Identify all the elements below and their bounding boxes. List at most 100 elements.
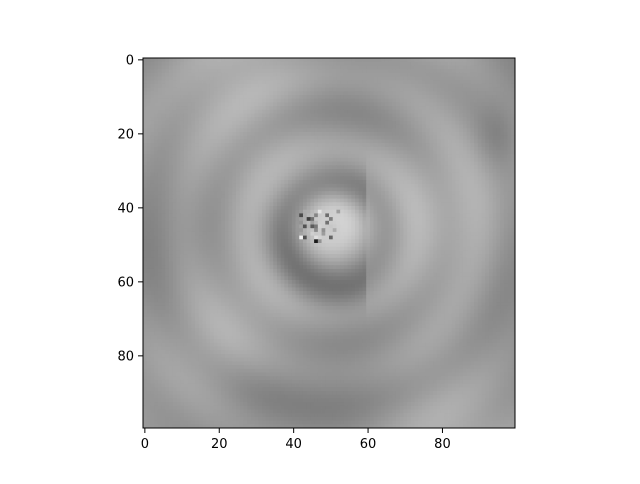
heatmap-cell <box>302 124 308 129</box>
heatmap-cell <box>202 161 207 166</box>
heatmap-cell <box>265 187 270 192</box>
heatmap-cell <box>280 172 285 177</box>
heatmap-cell <box>388 91 393 96</box>
heatmap-cell <box>362 120 367 125</box>
heatmap-cell <box>448 76 453 81</box>
heatmap-cell <box>172 76 177 81</box>
heatmap-cell <box>362 235 367 240</box>
heatmap-cell <box>180 202 185 207</box>
heatmap-cell <box>258 202 263 207</box>
heatmap-cell <box>492 139 497 144</box>
heatmap-cell <box>477 198 482 203</box>
heatmap-cell <box>403 98 408 103</box>
heatmap-cell <box>336 228 341 233</box>
heatmap-cell <box>503 202 508 207</box>
heatmap-cell <box>314 87 319 92</box>
heatmap-cell <box>343 58 348 63</box>
heatmap-cell <box>291 113 296 118</box>
heatmap-cell <box>195 165 200 170</box>
heatmap-cell <box>247 139 252 144</box>
heatmap-cell <box>366 72 371 77</box>
heatmap-cell <box>366 83 371 88</box>
heatmap-cell <box>451 117 456 122</box>
heatmap-cell <box>343 95 348 100</box>
heatmap-cell <box>276 209 282 214</box>
heatmap-cell <box>143 172 148 177</box>
heatmap-cell <box>369 176 375 181</box>
heatmap-cell <box>403 120 408 125</box>
heatmap-cell <box>381 220 386 225</box>
heatmap-cell <box>343 106 348 111</box>
heatmap-cell <box>321 98 326 103</box>
heatmap-cell <box>332 176 337 181</box>
heatmap-cell <box>299 83 304 88</box>
heatmap-cell <box>221 146 226 151</box>
heatmap-cell <box>284 239 289 244</box>
heatmap-cell <box>503 69 508 74</box>
heatmap-cell <box>448 128 453 133</box>
heatmap-cell <box>340 213 345 218</box>
heatmap-cell <box>451 58 456 63</box>
heatmap-cell <box>343 87 348 92</box>
heatmap-cell <box>492 231 497 236</box>
heatmap-cell <box>154 180 159 185</box>
heatmap-cell <box>336 113 341 118</box>
heatmap-cell <box>343 139 348 144</box>
heatmap-cell <box>433 172 438 177</box>
heatmap-cell <box>474 80 479 85</box>
heatmap-cell <box>433 194 438 199</box>
heatmap-cell <box>228 217 233 222</box>
heatmap-cell <box>228 61 233 66</box>
heatmap-cell <box>507 165 512 170</box>
heatmap-cell <box>496 65 501 70</box>
heatmap-cell <box>288 176 293 181</box>
heatmap-cell <box>284 132 289 137</box>
heatmap-cell <box>451 83 456 88</box>
heatmap-cell <box>395 239 401 244</box>
heatmap-cell <box>302 80 308 85</box>
heatmap-cell <box>455 132 460 137</box>
heatmap-cell <box>299 209 304 214</box>
heatmap-cell <box>265 72 270 77</box>
heatmap-cell <box>410 146 415 151</box>
heatmap-cell <box>351 231 356 236</box>
heatmap-cell <box>492 191 497 196</box>
heatmap-cell <box>265 220 270 225</box>
heatmap-cell <box>329 235 334 240</box>
heatmap-cell <box>340 69 345 74</box>
heatmap-cell <box>276 72 282 77</box>
heatmap-cell <box>500 206 505 211</box>
heatmap-cell <box>146 69 151 74</box>
heatmap-cell <box>392 65 397 70</box>
heatmap-cell <box>410 58 415 63</box>
heatmap-cell <box>150 224 155 229</box>
heatmap-cell <box>228 143 233 148</box>
heatmap-cell <box>258 180 263 185</box>
heatmap-cell <box>321 157 326 162</box>
heatmap-cell <box>492 202 497 207</box>
heatmap-cell <box>176 161 181 166</box>
heatmap-cell <box>358 235 363 240</box>
heatmap-cell <box>150 80 155 85</box>
heatmap-cell <box>500 231 505 236</box>
heatmap-cell <box>146 72 151 77</box>
heatmap-cell <box>236 217 241 222</box>
heatmap-cell <box>247 58 252 63</box>
heatmap-cell <box>310 165 315 170</box>
heatmap-cell <box>422 224 427 229</box>
heatmap-cell <box>369 157 375 162</box>
heatmap-cell <box>317 206 322 211</box>
heatmap-cell <box>306 183 311 188</box>
heatmap-cell <box>213 117 218 122</box>
heatmap-cell <box>444 102 449 107</box>
heatmap-cell <box>488 154 494 159</box>
heatmap-cell <box>425 120 430 125</box>
heatmap-cell <box>291 172 296 177</box>
heatmap-cell <box>462 209 468 214</box>
heatmap-cell <box>369 98 375 103</box>
heatmap-cell <box>511 102 516 107</box>
heatmap-cell <box>284 228 289 233</box>
heatmap-cell <box>440 80 445 85</box>
heatmap-cell <box>455 143 460 148</box>
heatmap-cell <box>213 72 218 77</box>
